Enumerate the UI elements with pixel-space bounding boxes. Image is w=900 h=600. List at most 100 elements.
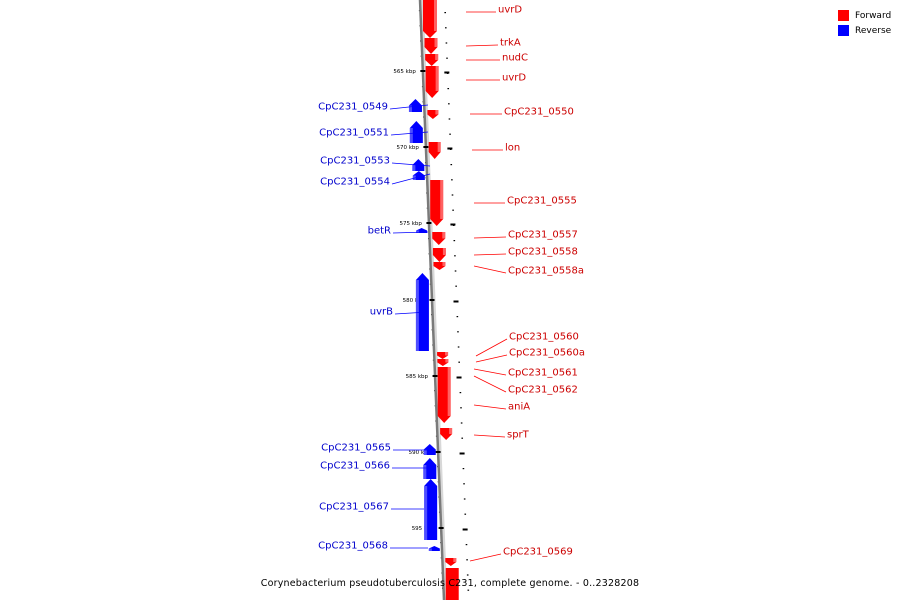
forward-swatch: [838, 10, 849, 21]
forward-gene-label[interactable]: CpC231_0560a: [509, 348, 585, 359]
forward-gene-label[interactable]: CpC231_0561: [508, 368, 578, 379]
reverse-gene-arrow[interactable]: [409, 121, 423, 143]
forward-gene-highlight: [447, 367, 451, 416]
ruler-tick-right: [456, 376, 462, 379]
forward-gene-arrow[interactable]: [424, 38, 438, 54]
ruler-tick-left: [435, 451, 441, 453]
ruler-label: 580 kbp: [403, 298, 426, 304]
forward-gene-leader: [465, 44, 499, 47]
forward-gene-label[interactable]: CpC231_0557: [508, 230, 578, 241]
reverse-gene-arrow[interactable]: [424, 479, 438, 540]
reverse-gene-label[interactable]: CpC231_0554: [320, 177, 390, 188]
minor-tick-right: [461, 437, 464, 439]
reverse-gene-leader: [391, 162, 431, 167]
reverse-gene-arrow[interactable]: [408, 99, 422, 112]
forward-gene-leader: [473, 434, 506, 438]
forward-gene-arrow[interactable]: [445, 568, 459, 600]
reverse-gene-label[interactable]: CpC231_0553: [320, 156, 390, 167]
forward-gene-label[interactable]: CpC231_0550: [504, 107, 574, 118]
forward-gene-arrow[interactable]: [437, 367, 451, 423]
reverse-gene-label[interactable]: CpC231_0565: [321, 443, 391, 454]
reverse-gene-label[interactable]: betR: [368, 226, 391, 237]
reverse-gene-label[interactable]: CpC231_0551: [319, 128, 389, 139]
reverse-gene-label[interactable]: CpC231_0549: [318, 102, 388, 113]
minor-tick-right: [451, 179, 453, 181]
minor-tick-right: [451, 194, 454, 196]
minor-tick-right: [446, 57, 448, 59]
reverse-gene-label[interactable]: uvrB: [370, 307, 393, 318]
ruler-tick-right: [447, 147, 453, 150]
reverse-gene-arrow[interactable]: [423, 458, 437, 479]
forward-gene-label[interactable]: nudC: [502, 53, 528, 64]
forward-gene-highlight: [449, 428, 453, 434]
ruler-tick-right: [453, 300, 459, 303]
forward-gene-label[interactable]: CpC231_0555: [507, 196, 577, 207]
forward-gene-arrow[interactable]: [423, 0, 437, 38]
forward-gene-highlight: [437, 142, 441, 152]
ruler-label: 595 kbp: [412, 526, 435, 532]
reverse-gene-highlight: [416, 230, 420, 233]
ruler-tick-left: [429, 299, 435, 301]
forward-gene-arrow[interactable]: [430, 180, 444, 226]
forward-gene-arrow[interactable]: [425, 54, 439, 66]
forward-gene-label[interactable]: trkA: [500, 38, 521, 49]
forward-gene-label[interactable]: CpC231_0569: [503, 547, 573, 558]
ruler-tick-right: [462, 528, 468, 531]
minor-tick-right: [463, 498, 466, 500]
forward-gene-arrow[interactable]: [432, 248, 446, 262]
legend-reverse-label: Reverse: [855, 25, 892, 36]
minor-tick-right: [445, 42, 448, 44]
minor-tick-right: [445, 27, 447, 29]
ruler-label: 590 kbp: [409, 450, 432, 456]
forward-gene-label[interactable]: aniA: [508, 402, 530, 413]
forward-gene-leader: [475, 338, 508, 357]
forward-gene-leader: [475, 354, 508, 363]
forward-gene-label[interactable]: sprT: [507, 430, 530, 441]
forward-gene-label[interactable]: CpC231_0558: [508, 247, 578, 258]
minor-tick-right: [459, 392, 462, 394]
forward-gene-leader: [469, 553, 502, 562]
ruler: 565 kbp 570 kbp 575 kbp 580 kbp 585 kbp 590 k…: [393, 69, 468, 532]
reverse-gene-highlight: [423, 465, 427, 479]
minor-tick-right: [454, 255, 456, 257]
forward-gene-arrow[interactable]: [425, 66, 439, 98]
reverse-gene-highlight: [409, 128, 413, 143]
minor-tick-right: [447, 88, 450, 90]
forward-gene-label[interactable]: lon: [505, 143, 520, 154]
legend-item-forward[interactable]: Forward: [838, 8, 891, 23]
ruler-tick-right: [450, 223, 456, 226]
ruler-tick-right: [459, 452, 465, 455]
forward-gene-highlight: [434, 0, 437, 31]
legend-forward-label: Forward: [855, 10, 892, 21]
minor-tick-right: [460, 407, 462, 409]
reverse-gene-label[interactable]: CpC231_0566: [320, 461, 390, 472]
forward-gene-arrow[interactable]: [432, 232, 446, 245]
minor-tick-right: [456, 316, 459, 318]
minor-tick-right: [465, 544, 468, 546]
minor-tick-right: [458, 361, 460, 363]
forward-gene-highlight: [440, 180, 444, 219]
forward-gene-label[interactable]: CpC231_0558a: [508, 266, 584, 277]
reverse-gene-leader: [390, 131, 429, 136]
minor-tick-right: [449, 133, 451, 135]
reverse-gene-label[interactable]: CpC231_0567: [319, 502, 389, 513]
reverse-gene-leader: [391, 173, 431, 185]
ruler-label: 585 kbp: [406, 374, 429, 380]
forward-gene-highlight: [435, 110, 439, 115]
reverse-gene-label[interactable]: CpC231_0568: [318, 541, 388, 552]
minor-tick-right: [466, 559, 468, 561]
minor-tick-right: [457, 331, 459, 333]
forward-gene-label[interactable]: uvrD: [498, 5, 522, 16]
reverse-gene-leader: [389, 104, 429, 110]
minor-tick-right: [462, 468, 465, 470]
minor-tick-right: [454, 270, 457, 272]
forward-gene-leader: [473, 404, 507, 410]
legend-item-reverse[interactable]: Reverse: [838, 23, 891, 38]
forward-gene-label[interactable]: CpC231_0560: [509, 332, 579, 343]
forward-gene-label[interactable]: uvrD: [502, 73, 526, 84]
minor-tick-right: [457, 346, 460, 348]
forward-gene-highlight: [435, 54, 439, 60]
forward-gene-label[interactable]: CpC231_0562: [508, 385, 578, 396]
forward-gene-leader: [473, 375, 507, 393]
